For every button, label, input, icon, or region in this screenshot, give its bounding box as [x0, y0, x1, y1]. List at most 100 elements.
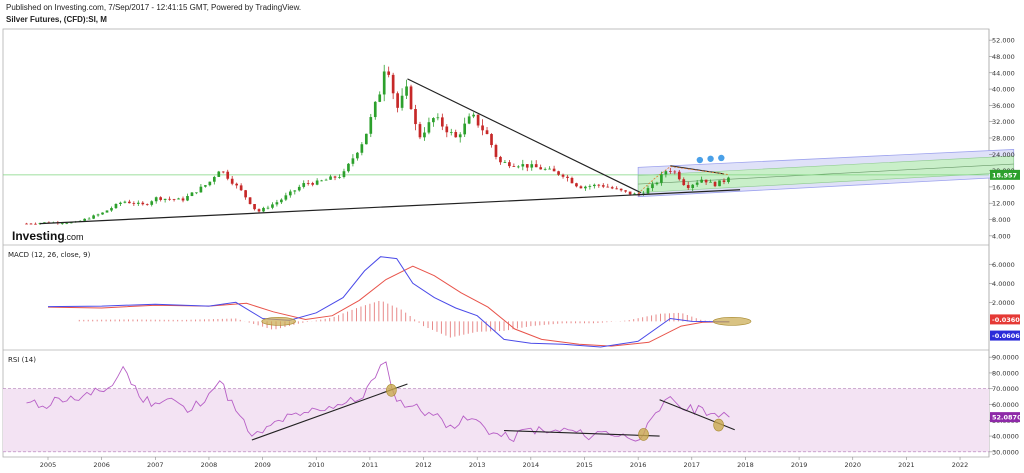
logo-main: Investing — [12, 229, 65, 243]
candle-body — [101, 212, 104, 215]
candle-body — [677, 171, 681, 180]
candle-body — [347, 163, 350, 172]
candle-body — [284, 195, 288, 200]
candle-body — [288, 191, 292, 196]
candle-body — [253, 204, 256, 210]
candle-body — [695, 182, 699, 185]
candle-body — [338, 177, 341, 178]
candle-body — [543, 168, 547, 170]
candle-body — [159, 197, 163, 200]
rsi-trendline — [504, 429, 660, 437]
candle-body — [110, 208, 113, 211]
candle-body — [342, 171, 346, 178]
rsi-trendline — [251, 383, 408, 441]
candle-body — [396, 93, 399, 108]
candle-body — [92, 215, 95, 219]
candle-body — [534, 164, 538, 168]
candle-body — [382, 71, 386, 95]
candle-body — [204, 185, 207, 187]
candle-body — [275, 202, 279, 205]
candle-body — [154, 197, 158, 202]
price-tick-label: 36.000 — [992, 102, 1015, 110]
time-axis: 2005 2006 2007 2008 2009 2010 2011 2012 2013 2014… — [40, 457, 968, 469]
candle-body — [628, 191, 632, 195]
rsi-title: RSI (14) — [8, 356, 36, 364]
candle-body — [221, 171, 225, 173]
candle-body — [561, 174, 565, 177]
candle-body — [324, 179, 328, 181]
price-tick-label: 8.000 — [992, 216, 1011, 224]
candle-body — [579, 186, 583, 189]
time-tick-label: 2020 — [844, 461, 861, 469]
rsi-highlight — [638, 428, 649, 441]
candle-body — [163, 198, 167, 200]
candle-body — [387, 71, 391, 75]
rsi-tick-label: 30.0000 — [992, 448, 1019, 456]
candle-body — [217, 171, 221, 177]
macd-tick-label: 6.0000 — [992, 261, 1015, 269]
candle-body — [615, 188, 619, 190]
macd-title: MACD (12, 26, close, 9) — [8, 251, 91, 259]
time-tick-label: 2008 — [201, 461, 218, 469]
candle-body — [575, 183, 578, 187]
candle-body — [592, 184, 596, 187]
candle-body — [463, 123, 467, 135]
time-tick-label: 2009 — [254, 461, 271, 469]
candle-body — [449, 132, 453, 133]
macd-signal-line — [47, 265, 730, 347]
candle-body — [293, 190, 297, 192]
candle-body — [320, 180, 323, 182]
candle-body — [619, 188, 623, 191]
short-trendline — [670, 165, 725, 175]
candle-body — [266, 207, 270, 209]
macd-pane: 6.0000 4.0000 2.0000 -0.0360 -0.0606 — [47, 256, 1020, 348]
candle-body — [248, 197, 252, 205]
candle-body — [87, 218, 91, 220]
candle-body — [718, 180, 721, 187]
candle-body — [69, 222, 73, 224]
candle-body — [481, 125, 484, 131]
published-caption: Published on Investing.com, 7/Sep/2017 -… — [6, 3, 302, 12]
candle-body — [405, 86, 408, 96]
time-tick-label: 2006 — [93, 461, 110, 469]
macd-highlight — [712, 317, 752, 326]
time-tick-label: 2010 — [308, 461, 325, 469]
macd-value: -0.0606 — [992, 332, 1020, 340]
price-tick-label: 32.000 — [992, 118, 1015, 126]
time-tick-label: 2013 — [469, 461, 486, 469]
candle-body — [25, 223, 28, 225]
candle-body — [181, 198, 185, 201]
macd-line — [47, 256, 730, 348]
candle-body — [445, 126, 449, 133]
candle-body — [570, 177, 574, 184]
candle-body — [584, 186, 587, 189]
rsi-highlight — [713, 418, 724, 432]
candle-body — [257, 209, 261, 212]
rsi-tick-label: 80.0000 — [992, 369, 1019, 377]
candle-body — [722, 180, 726, 182]
candle-body — [548, 168, 551, 170]
price-tick-label: 4.000 — [992, 232, 1011, 240]
candle-body — [494, 145, 498, 157]
candle-body — [43, 222, 46, 224]
candle-body — [709, 181, 712, 183]
candle-body — [418, 124, 422, 138]
candle-body — [566, 176, 569, 178]
candle-body — [713, 181, 717, 187]
candle-body — [597, 184, 601, 186]
price-tick-label: 12.000 — [992, 200, 1015, 208]
candle-body — [516, 166, 520, 168]
rsi-tick-label: 70.0000 — [992, 385, 1019, 393]
candle-body — [168, 198, 171, 200]
support-trendline — [39, 189, 741, 225]
candle-body — [150, 201, 154, 205]
candle-body — [315, 180, 319, 185]
time-tick-label: 2019 — [791, 461, 808, 469]
candle-body — [400, 95, 404, 108]
chart-header: Published on Investing.com, 7/Sep/2017 -… — [6, 2, 301, 26]
candle-body — [329, 176, 332, 180]
candle-body — [655, 182, 659, 185]
time-tick-label: 2007 — [147, 461, 164, 469]
candle-body — [503, 162, 507, 163]
rsi-band — [3, 388, 989, 452]
